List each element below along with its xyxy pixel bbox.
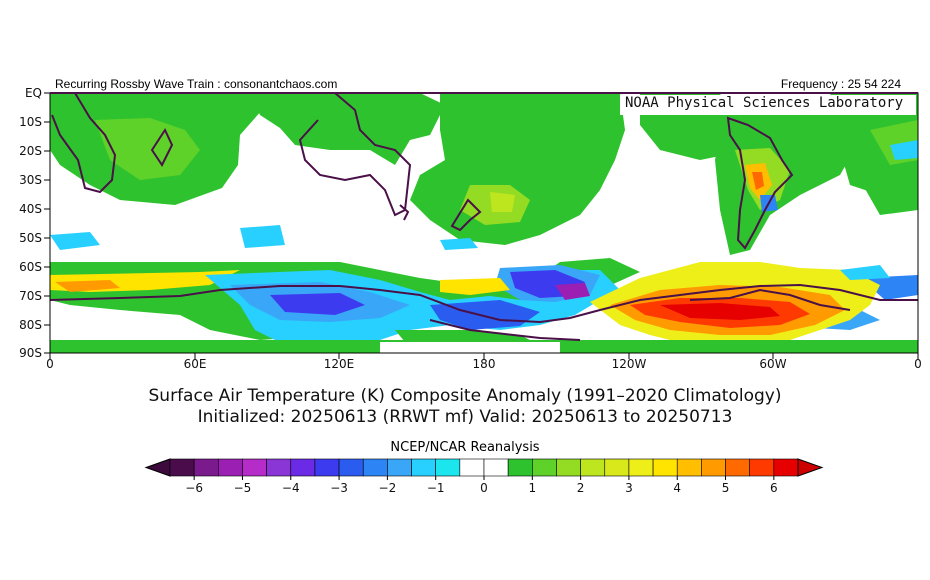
colorbar-swatch <box>676 458 702 477</box>
lon-label-120w: 120W <box>611 357 647 371</box>
colorbar-swatch <box>580 458 606 477</box>
colorbar-swatch <box>411 458 436 477</box>
colorbar-swatch <box>193 458 219 477</box>
colorbar-tick-label: 0 <box>480 481 488 495</box>
colorbar-swatch <box>604 458 630 477</box>
axis-ticks <box>44 92 919 359</box>
colorbar-swatch <box>266 458 292 477</box>
colorbar-swatch <box>749 458 775 477</box>
colorbar-title: NCEP/NCAR Reanalysis <box>390 440 540 455</box>
anomaly-field <box>50 93 918 353</box>
lon-label-60e: 60E <box>183 357 207 371</box>
colorbar-swatch <box>556 458 581 477</box>
colorbar-tick-label: 5 <box>722 481 730 495</box>
lon-label-180: 180 <box>472 357 496 371</box>
lat-label-40s: 40S <box>19 202 42 216</box>
colorbar-swatch <box>725 458 750 477</box>
coastlines <box>50 93 918 341</box>
lat-label-80s: 80S <box>19 318 42 332</box>
colorbar-swatch <box>290 458 316 477</box>
colorbar-swatch <box>362 458 388 477</box>
colorbar-tick-label: 4 <box>673 481 681 495</box>
colorbar-swatch <box>218 458 243 477</box>
lab-label: NOAA Physical Sciences Laboratory <box>625 95 904 111</box>
colorbar-swatch <box>773 458 799 477</box>
colorbar-swatch <box>652 458 678 477</box>
colorbar-swatch <box>387 458 412 477</box>
colorbar-swatch <box>628 458 654 477</box>
lat-label-60s: 60S <box>19 260 42 274</box>
colorbar-swatch <box>507 458 533 477</box>
header-frequency-text: Frequency : 25 54 224 <box>780 77 901 91</box>
colorbar-tick-label: 3 <box>625 481 633 495</box>
colorbar-tick-label: 1 <box>528 481 536 495</box>
colorbar-tick-label: −6 <box>185 481 203 495</box>
lat-label-90s: 90S <box>19 346 42 360</box>
lat-label-20s: 20S <box>19 144 42 158</box>
colorbar-tick-label: −3 <box>330 481 348 495</box>
colorbar-swatch <box>459 458 485 477</box>
colorbar-swatch <box>701 458 726 477</box>
colorbar-swatch <box>435 458 461 477</box>
colorbar-swatch <box>242 458 267 477</box>
colorbar-tick-label: −5 <box>234 481 252 495</box>
lat-label-70s: 70S <box>19 289 42 303</box>
colorbar-tick-label: −2 <box>379 481 397 495</box>
lon-label-0-right: 0 <box>914 357 922 371</box>
map-title: Surface Air Temperature (K) Composite An… <box>148 386 782 406</box>
colorbar-tick-label: −1 <box>427 481 445 495</box>
colorbar-tick-label: −4 <box>282 481 300 495</box>
lat-label-10s: 10S <box>19 115 42 129</box>
map-subtitle: Initialized: 20250613 (RRWT mf) Valid: 2… <box>197 407 733 427</box>
lat-label-30s: 30S <box>19 173 42 187</box>
colorbar-arrow-high <box>797 458 824 477</box>
colorbar-swatch <box>532 458 557 477</box>
lat-label-50s: 50S <box>19 231 42 245</box>
colorbar-arrow-low <box>144 458 171 477</box>
lat-label-eq: EQ <box>24 86 42 100</box>
colorbar-swatch <box>314 458 340 477</box>
colorbar: −6 −5 −4 −3 −2 −1 0 1 2 3 4 5 6 <box>144 458 824 495</box>
colorbar-swatch <box>483 458 509 477</box>
header-source-text: Recurring Rossby Wave Train : consonantc… <box>55 77 338 91</box>
lon-label-60w: 60W <box>759 357 787 371</box>
colorbar-swatch <box>338 458 364 477</box>
lon-label-0-left: 0 <box>46 357 54 371</box>
colorbar-tick-label: 2 <box>577 481 585 495</box>
colorbar-tick-label: 6 <box>770 481 778 495</box>
lab-label-bg <box>620 95 916 115</box>
lon-label-120e: 120E <box>323 357 355 371</box>
colorbar-swatch <box>169 458 195 477</box>
